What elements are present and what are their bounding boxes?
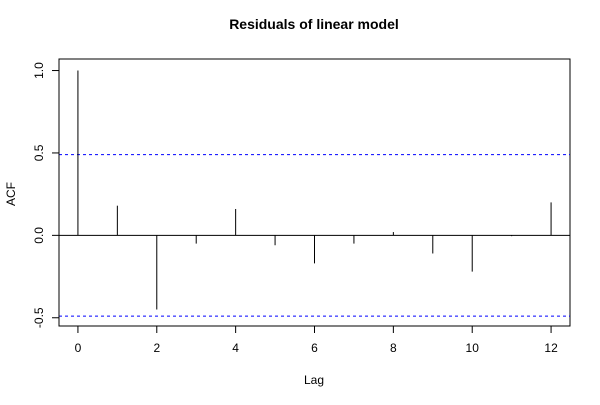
y-tick-label-2: 0.5 bbox=[32, 144, 46, 161]
plot-layer: 0 2 4 6 8 10 12 -0.5 0.0 0.5 1.0 bbox=[32, 62, 570, 355]
x-tick-label-2: 2 bbox=[153, 341, 160, 355]
y-tick-label-3: 1.0 bbox=[32, 62, 46, 79]
y-axis-label: ACF bbox=[4, 182, 18, 206]
x-axis-label: Lag bbox=[304, 373, 324, 387]
chart-title: Residuals of linear model bbox=[229, 16, 399, 32]
x-tick-label-12: 12 bbox=[544, 341, 558, 355]
x-tick-label-4: 4 bbox=[232, 341, 239, 355]
x-tick-label-10: 10 bbox=[466, 341, 480, 355]
y-tick-label-1: 0.0 bbox=[32, 227, 46, 244]
x-tick-label-6: 6 bbox=[311, 341, 318, 355]
x-tick-label-0: 0 bbox=[75, 341, 82, 355]
y-tick-label-0: -0.5 bbox=[32, 307, 46, 328]
plot-frame bbox=[58, 58, 571, 327]
x-tick-label-8: 8 bbox=[390, 341, 397, 355]
